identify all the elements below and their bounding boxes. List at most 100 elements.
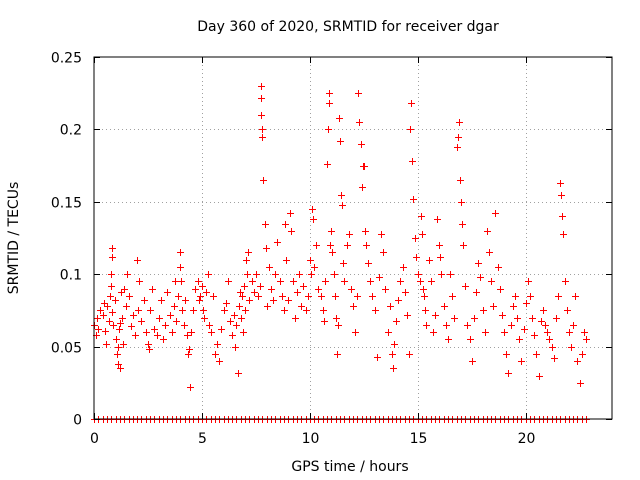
data-point xyxy=(329,249,336,256)
data-point xyxy=(407,126,414,133)
data-point xyxy=(409,158,416,165)
data-point xyxy=(251,289,258,296)
data-point xyxy=(162,322,169,329)
data-point xyxy=(551,355,558,362)
data-point xyxy=(331,271,338,278)
chart-title: Day 360 of 2020, SRMTID for receiver dga… xyxy=(197,19,499,35)
y-tick-label: 0.15 xyxy=(51,196,82,212)
data-point xyxy=(418,213,425,220)
y-tick-label: 0.05 xyxy=(51,341,82,357)
data-point xyxy=(443,322,450,329)
data-point xyxy=(335,322,342,329)
data-point xyxy=(197,293,204,300)
data-point xyxy=(451,315,458,322)
data-point xyxy=(277,278,284,285)
data-point xyxy=(441,303,448,310)
data-point xyxy=(361,163,368,170)
data-point xyxy=(455,134,462,141)
data-point xyxy=(385,329,392,336)
data-point xyxy=(346,231,353,238)
data-point xyxy=(270,297,277,304)
x-tick-label: 15 xyxy=(410,431,428,447)
data-point xyxy=(503,351,510,358)
data-point xyxy=(118,289,125,296)
data-point xyxy=(192,286,199,293)
data-point xyxy=(464,322,471,329)
data-point xyxy=(421,293,428,300)
data-point xyxy=(279,293,286,300)
data-point xyxy=(480,307,487,314)
data-point xyxy=(495,264,502,271)
data-point xyxy=(225,278,232,285)
data-point xyxy=(100,312,107,319)
data-point xyxy=(572,293,579,300)
data-point xyxy=(367,278,374,285)
x-tick-label: 5 xyxy=(198,431,207,447)
data-point xyxy=(206,322,213,329)
data-point xyxy=(281,307,288,314)
data-point xyxy=(391,341,398,348)
data-point xyxy=(557,180,564,187)
data-point xyxy=(514,315,521,322)
grid-layer xyxy=(94,57,612,419)
data-point xyxy=(143,329,150,336)
data-point xyxy=(236,303,243,310)
data-point xyxy=(467,336,474,343)
data-point xyxy=(218,326,225,333)
data-point xyxy=(365,260,372,267)
data-point xyxy=(369,293,376,300)
data-point xyxy=(558,192,565,199)
data-point xyxy=(221,307,228,314)
data-point xyxy=(264,303,271,310)
data-point xyxy=(229,332,236,339)
data-point xyxy=(231,312,238,319)
data-point xyxy=(546,336,553,343)
x-tick-label: 10 xyxy=(302,431,320,447)
data-point xyxy=(328,228,335,235)
data-point xyxy=(542,322,549,329)
data-point xyxy=(147,307,154,314)
data-point xyxy=(355,90,362,97)
data-point xyxy=(334,351,341,358)
data-point xyxy=(240,329,247,336)
data-point xyxy=(103,341,110,348)
data-point xyxy=(106,318,113,325)
data-point xyxy=(196,297,203,304)
data-point xyxy=(227,318,234,325)
data-point xyxy=(372,307,379,314)
data-point xyxy=(108,271,115,278)
data-point xyxy=(253,271,260,278)
data-point xyxy=(239,293,246,300)
data-point xyxy=(146,346,153,353)
data-point xyxy=(259,126,266,133)
data-point xyxy=(380,249,387,256)
data-point xyxy=(340,260,347,267)
data-point xyxy=(149,286,156,293)
data-point xyxy=(326,100,333,107)
data-point xyxy=(287,210,294,217)
data-point xyxy=(579,351,586,358)
data-point xyxy=(113,336,120,343)
data-point xyxy=(393,318,400,325)
data-point xyxy=(533,351,540,358)
data-point xyxy=(492,210,499,217)
data-point xyxy=(397,278,404,285)
data-point xyxy=(124,271,131,278)
data-point xyxy=(376,274,383,281)
data-point xyxy=(406,351,413,358)
data-point xyxy=(257,283,264,290)
data-point xyxy=(117,320,124,327)
data-point xyxy=(258,95,265,102)
data-point xyxy=(258,83,265,90)
data-point xyxy=(245,249,252,256)
data-point xyxy=(354,293,361,300)
data-point xyxy=(419,231,426,238)
data-point xyxy=(447,271,454,278)
data-point xyxy=(187,384,194,391)
data-point xyxy=(486,249,493,256)
data-point xyxy=(243,257,250,264)
data-point xyxy=(195,278,202,285)
data-point xyxy=(512,293,519,300)
data-point xyxy=(469,358,476,365)
y-tick-label: 0.1 xyxy=(60,268,82,284)
